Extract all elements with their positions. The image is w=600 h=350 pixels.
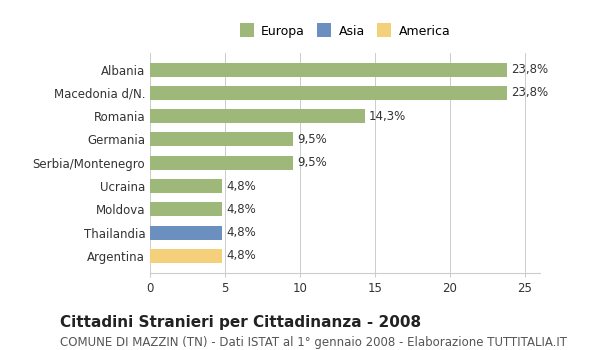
Text: 4,8%: 4,8%: [227, 203, 256, 216]
Bar: [150, 226, 222, 240]
Legend: Europa, Asia, America: Europa, Asia, America: [235, 19, 455, 43]
Bar: [150, 156, 293, 170]
Text: 9,5%: 9,5%: [297, 156, 327, 169]
Bar: [150, 202, 222, 216]
Text: COMUNE DI MAZZIN (TN) - Dati ISTAT al 1° gennaio 2008 - Elaborazione TUTTITALIA.: COMUNE DI MAZZIN (TN) - Dati ISTAT al 1°…: [60, 336, 567, 349]
Bar: [150, 86, 507, 100]
Text: 4,8%: 4,8%: [227, 180, 256, 193]
Bar: [150, 179, 222, 193]
Text: 9,5%: 9,5%: [297, 133, 327, 146]
Text: 23,8%: 23,8%: [511, 63, 548, 76]
Text: 4,8%: 4,8%: [227, 250, 256, 262]
Bar: [150, 249, 222, 263]
Text: 14,3%: 14,3%: [369, 110, 406, 122]
Text: Cittadini Stranieri per Cittadinanza - 2008: Cittadini Stranieri per Cittadinanza - 2…: [60, 315, 421, 330]
Text: 4,8%: 4,8%: [227, 226, 256, 239]
Bar: [150, 132, 293, 146]
Bar: [150, 63, 507, 77]
Bar: [150, 109, 365, 123]
Text: 23,8%: 23,8%: [511, 86, 548, 99]
